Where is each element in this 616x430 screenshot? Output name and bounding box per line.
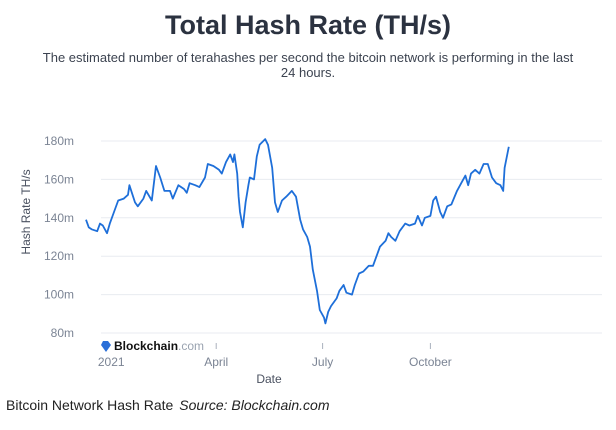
y-tick-label: 180m [44, 134, 74, 148]
y-tick-label: 140m [44, 211, 74, 225]
svg-text:Blockchain.com: Blockchain.com [114, 339, 204, 353]
y-tick-label: 120m [44, 249, 74, 263]
x-tick-label: 2021 [98, 355, 125, 369]
caption-text: Bitcoin Network Hash Rate [6, 397, 174, 413]
x-tick-label: July [312, 355, 333, 369]
y-axis-label: Hash Rate TH/s [19, 169, 33, 254]
blockchain-logo-icon [101, 341, 111, 352]
x-tick-label: October [409, 355, 452, 369]
chart-title: Total Hash Rate (TH/s) [164, 10, 452, 40]
chart-subtitle: The estimated number of terahashes per s… [42, 50, 574, 80]
y-tick-label: 160m [44, 172, 74, 186]
caption-source: Source: Blockchain.com [179, 397, 330, 413]
blockchain-logo: Blockchain.com [101, 339, 204, 353]
figure-caption: Bitcoin Network Hash Rate Source: Blockch… [6, 397, 329, 413]
x-tick-label: April [204, 355, 228, 369]
hash-rate-chart: 80m 100m 120m 140m 160m 180m 2021 April July Oct… [19, 134, 602, 386]
y-tick-label: 80m [51, 326, 74, 340]
x-axis-label: Date [256, 372, 282, 386]
y-tick-label: 100m [44, 288, 74, 302]
hash-rate-line [85, 138, 510, 325]
